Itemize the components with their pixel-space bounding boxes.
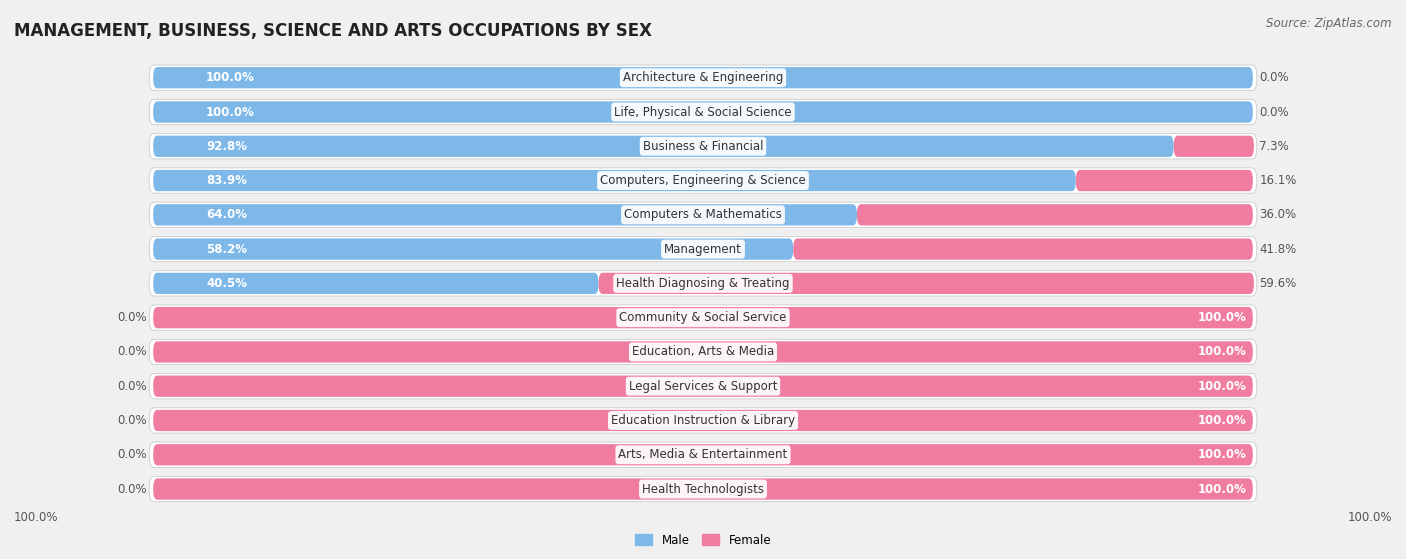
Text: 0.0%: 0.0% bbox=[117, 345, 146, 358]
Text: Health Diagnosing & Treating: Health Diagnosing & Treating bbox=[616, 277, 790, 290]
FancyBboxPatch shape bbox=[153, 410, 1253, 431]
FancyBboxPatch shape bbox=[153, 444, 1253, 466]
Text: 0.0%: 0.0% bbox=[1260, 71, 1289, 84]
FancyBboxPatch shape bbox=[153, 342, 1253, 363]
Text: Life, Physical & Social Science: Life, Physical & Social Science bbox=[614, 106, 792, 119]
Text: 16.1%: 16.1% bbox=[1260, 174, 1296, 187]
FancyBboxPatch shape bbox=[149, 408, 1257, 433]
Text: Computers & Mathematics: Computers & Mathematics bbox=[624, 209, 782, 221]
FancyBboxPatch shape bbox=[149, 65, 1257, 91]
FancyBboxPatch shape bbox=[153, 376, 1253, 397]
FancyBboxPatch shape bbox=[149, 202, 1257, 228]
Legend: Male, Female: Male, Female bbox=[630, 529, 776, 552]
Text: MANAGEMENT, BUSINESS, SCIENCE AND ARTS OCCUPATIONS BY SEX: MANAGEMENT, BUSINESS, SCIENCE AND ARTS O… bbox=[14, 22, 652, 40]
Text: Computers, Engineering & Science: Computers, Engineering & Science bbox=[600, 174, 806, 187]
Text: 40.5%: 40.5% bbox=[207, 277, 247, 290]
Text: 100.0%: 100.0% bbox=[1347, 510, 1392, 524]
Text: 0.0%: 0.0% bbox=[117, 380, 146, 393]
FancyBboxPatch shape bbox=[856, 204, 1253, 225]
FancyBboxPatch shape bbox=[599, 273, 1254, 294]
FancyBboxPatch shape bbox=[1174, 136, 1254, 157]
FancyBboxPatch shape bbox=[153, 307, 1253, 328]
FancyBboxPatch shape bbox=[149, 339, 1257, 364]
FancyBboxPatch shape bbox=[1076, 170, 1253, 191]
Text: 59.6%: 59.6% bbox=[1260, 277, 1296, 290]
Text: 7.3%: 7.3% bbox=[1260, 140, 1289, 153]
Text: 100.0%: 100.0% bbox=[14, 510, 59, 524]
Text: Arts, Media & Entertainment: Arts, Media & Entertainment bbox=[619, 448, 787, 461]
FancyBboxPatch shape bbox=[153, 67, 1253, 88]
FancyBboxPatch shape bbox=[153, 136, 1174, 157]
FancyBboxPatch shape bbox=[149, 271, 1257, 296]
Text: 0.0%: 0.0% bbox=[117, 414, 146, 427]
Text: Education Instruction & Library: Education Instruction & Library bbox=[612, 414, 794, 427]
FancyBboxPatch shape bbox=[149, 236, 1257, 262]
Text: 64.0%: 64.0% bbox=[207, 209, 247, 221]
Text: Management: Management bbox=[664, 243, 742, 255]
Text: 100.0%: 100.0% bbox=[1198, 311, 1246, 324]
FancyBboxPatch shape bbox=[153, 204, 856, 225]
FancyBboxPatch shape bbox=[793, 239, 1253, 260]
Text: Legal Services & Support: Legal Services & Support bbox=[628, 380, 778, 393]
Text: 100.0%: 100.0% bbox=[1198, 414, 1246, 427]
FancyBboxPatch shape bbox=[149, 373, 1257, 399]
Text: 100.0%: 100.0% bbox=[1198, 380, 1246, 393]
FancyBboxPatch shape bbox=[153, 479, 1253, 500]
Text: 0.0%: 0.0% bbox=[117, 311, 146, 324]
Text: 100.0%: 100.0% bbox=[207, 106, 254, 119]
Text: 36.0%: 36.0% bbox=[1260, 209, 1296, 221]
FancyBboxPatch shape bbox=[149, 100, 1257, 125]
Text: 100.0%: 100.0% bbox=[1198, 345, 1246, 358]
Text: 92.8%: 92.8% bbox=[207, 140, 247, 153]
Text: 100.0%: 100.0% bbox=[1198, 482, 1246, 495]
Text: 58.2%: 58.2% bbox=[207, 243, 247, 255]
FancyBboxPatch shape bbox=[153, 170, 1076, 191]
Text: Community & Social Service: Community & Social Service bbox=[619, 311, 787, 324]
FancyBboxPatch shape bbox=[149, 305, 1257, 330]
FancyBboxPatch shape bbox=[149, 476, 1257, 502]
Text: 0.0%: 0.0% bbox=[117, 448, 146, 461]
Text: 83.9%: 83.9% bbox=[207, 174, 247, 187]
Text: Education, Arts & Media: Education, Arts & Media bbox=[631, 345, 775, 358]
FancyBboxPatch shape bbox=[149, 168, 1257, 193]
Text: 0.0%: 0.0% bbox=[117, 482, 146, 495]
FancyBboxPatch shape bbox=[149, 134, 1257, 159]
FancyBboxPatch shape bbox=[153, 239, 793, 260]
Text: Architecture & Engineering: Architecture & Engineering bbox=[623, 71, 783, 84]
Text: 0.0%: 0.0% bbox=[1260, 106, 1289, 119]
Text: 100.0%: 100.0% bbox=[207, 71, 254, 84]
FancyBboxPatch shape bbox=[153, 101, 1253, 122]
FancyBboxPatch shape bbox=[149, 442, 1257, 467]
Text: 41.8%: 41.8% bbox=[1260, 243, 1296, 255]
Text: 100.0%: 100.0% bbox=[1198, 448, 1246, 461]
Text: Business & Financial: Business & Financial bbox=[643, 140, 763, 153]
Text: Health Technologists: Health Technologists bbox=[643, 482, 763, 495]
FancyBboxPatch shape bbox=[153, 273, 599, 294]
Text: Source: ZipAtlas.com: Source: ZipAtlas.com bbox=[1267, 17, 1392, 30]
